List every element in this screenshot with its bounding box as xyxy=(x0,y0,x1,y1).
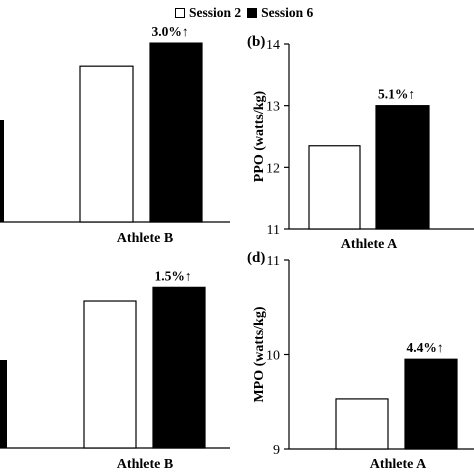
y-tick-label: 10 xyxy=(266,349,280,364)
cropped-bar xyxy=(0,120,4,222)
percent-change-label: 3.0%↑ xyxy=(151,24,188,39)
percent-change-label: 4.4%↑ xyxy=(406,340,443,355)
legend-swatch-session-2 xyxy=(175,8,185,18)
category-label: Athlete B xyxy=(117,231,173,246)
y-axis-title: PPO (watts/kg) xyxy=(252,90,267,182)
bar-session-2 xyxy=(308,145,361,230)
bar-session-6 xyxy=(375,105,430,230)
y-tick-label: 9 xyxy=(273,443,280,458)
y-tick-label: 13 xyxy=(266,100,280,115)
percent-change-label: 5.1%↑ xyxy=(378,87,415,102)
panel-label: (d) xyxy=(247,250,265,266)
legend-label-session-2: Session 2 xyxy=(189,5,242,20)
bar-session-2 xyxy=(79,65,134,223)
cropped-bar xyxy=(0,360,7,448)
panel-label: (b) xyxy=(247,34,265,50)
bar-session-2 xyxy=(83,300,137,449)
legend-item-session-6: Session 6 xyxy=(247,5,313,21)
y-tick-label: 12 xyxy=(266,161,280,176)
y-axis-title: MPO (watts/kg) xyxy=(252,306,267,402)
bar-session-6 xyxy=(149,42,203,223)
bar-session-2 xyxy=(335,398,389,450)
bar-session-6 xyxy=(404,358,458,450)
y-tick-label: 11 xyxy=(267,223,280,238)
y-tick-label: 14 xyxy=(266,38,280,53)
percent-change-label: 1.5%↑ xyxy=(154,268,191,283)
legend-swatch-session-6 xyxy=(247,8,258,18)
legend-label-session-6: Session 6 xyxy=(261,5,314,20)
category-label: Athlete A xyxy=(341,237,398,252)
legend: Session 2 Session 6 xyxy=(175,4,319,22)
category-label: Athlete B xyxy=(117,457,173,472)
category-label: Athlete A xyxy=(370,457,427,472)
y-tick-label: 11 xyxy=(267,254,280,269)
legend-item-session-2: Session 2 xyxy=(175,5,241,21)
bar-session-6 xyxy=(152,286,206,449)
